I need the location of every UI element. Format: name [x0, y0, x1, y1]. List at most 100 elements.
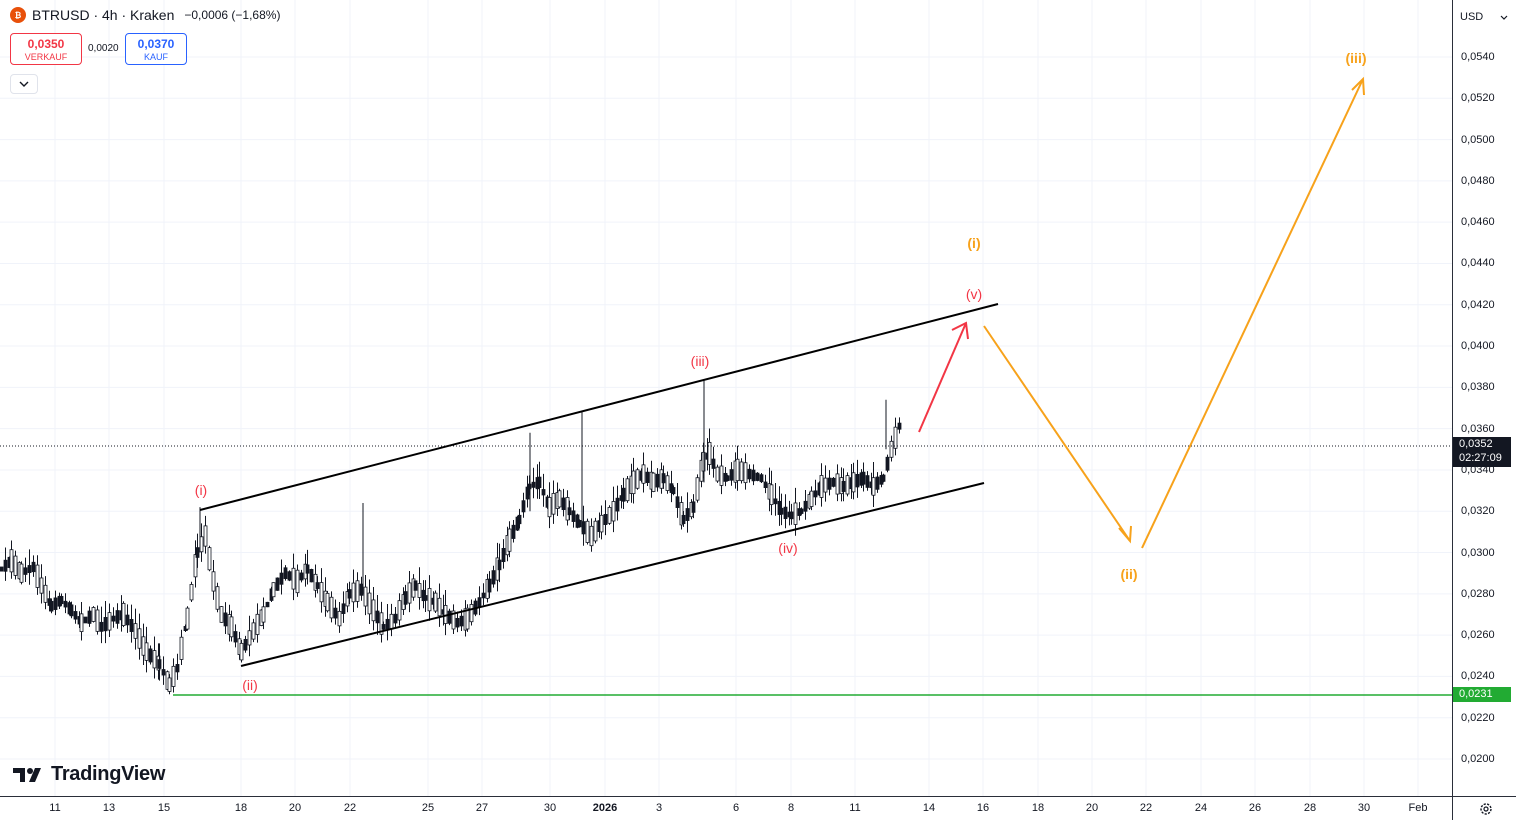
bar-countdown: 02:27:09	[1459, 452, 1502, 464]
candle-body	[803, 500, 808, 512]
time-tick-label: 8	[787, 802, 795, 814]
candle-body	[599, 514, 604, 533]
candle-body	[351, 582, 356, 603]
time-axis[interactable]: 11 13 15 18 20 22 25 27 30 2026 3 6 8 11 14 16 18 20 22 24 2…	[0, 796, 1452, 820]
price-tick-label: 0,0420	[1461, 298, 1495, 311]
candle-body	[735, 458, 740, 482]
candle-body	[611, 501, 616, 522]
candle-body	[63, 600, 68, 608]
currency-selector[interactable]: USD	[1456, 7, 1512, 27]
candle-body	[99, 621, 104, 632]
candle-body	[707, 441, 712, 465]
wave-label-red-iv: (iv)	[778, 540, 797, 556]
candle-body	[315, 582, 320, 589]
collapse-toggle-button[interactable]	[10, 74, 38, 94]
candle-body	[665, 475, 670, 491]
chart-settings-corner[interactable]	[1452, 796, 1516, 820]
price-axis[interactable]: 0,0540 0,0520 0,0500 0,0480 0,0460 0,0440 0,04…	[1452, 0, 1516, 796]
candle-body	[115, 610, 120, 624]
candle-body	[695, 477, 700, 501]
sell-button[interactable]: 0,0350 VERKAUF	[10, 33, 82, 65]
symbol-header[interactable]: ₿ BTRUSD · 4h · Kraken −0,0006 (−1,68%)	[10, 7, 280, 23]
candle-body	[137, 628, 142, 649]
candle-body	[175, 664, 180, 673]
candle-body	[103, 617, 108, 632]
price-tick-label: 0,0480	[1461, 174, 1495, 187]
time-tick-label: 22	[343, 802, 357, 814]
candle-body	[375, 610, 380, 624]
channel-lower-line[interactable]	[240, 482, 985, 667]
wave-iii-projection-arrow[interactable]	[1141, 76, 1365, 549]
chevron-down-icon	[1500, 15, 1508, 20]
candle-body	[469, 604, 474, 623]
candle-body	[561, 497, 566, 511]
candle-body	[861, 471, 866, 485]
candle-body	[91, 607, 96, 622]
wave-ii-projection-arrow[interactable]	[983, 325, 1132, 544]
time-tick-label: 26	[1248, 802, 1262, 814]
candle-body	[751, 469, 756, 482]
candle-body	[511, 524, 516, 539]
channel-upper-line[interactable]	[199, 303, 999, 511]
symbol-title[interactable]: BTRUSD · 4h · Kraken	[32, 7, 175, 23]
candle-body	[841, 480, 846, 492]
candle-body	[719, 465, 724, 486]
candle-body	[247, 630, 252, 646]
time-tick-label: 15	[157, 802, 171, 814]
buy-button[interactable]: 0,0370 KAUF	[125, 33, 187, 65]
candle-body	[747, 468, 752, 480]
chart-pane[interactable]: (i) (ii) (iii) (iv) (v) (i) (ii) (iii) ₿…	[0, 0, 1452, 796]
candle-body	[547, 497, 552, 518]
kraken-logo-icon: ₿	[10, 7, 26, 23]
candle-body	[215, 586, 220, 610]
time-tick-label: 25	[421, 802, 435, 814]
candle-body	[341, 603, 346, 614]
candle-body	[603, 513, 608, 525]
price-chart[interactable]: (i) (ii) (iii) (iv) (v) (i) (ii) (iii)	[0, 0, 1452, 796]
candle-body	[517, 514, 522, 525]
candle-body	[152, 650, 157, 669]
candle-body	[211, 571, 216, 592]
candle-body	[897, 422, 902, 430]
candle-body	[691, 501, 696, 513]
sell-price: 0,0350	[27, 37, 65, 51]
wave-v-projection-arrow[interactable]	[918, 321, 969, 433]
candle-body	[711, 458, 716, 469]
price-tick-label: 0,0440	[1461, 257, 1495, 270]
candle-body	[759, 474, 764, 483]
wave-label-red-ii: (ii)	[242, 677, 258, 693]
candle-body	[35, 564, 40, 588]
candle-body	[819, 475, 824, 498]
candle-body	[521, 500, 526, 513]
candle-body	[223, 612, 228, 627]
candle-body	[161, 669, 166, 676]
candle-body	[851, 472, 856, 493]
wave-label-red-iii: (iii)	[691, 353, 710, 369]
time-tick-label: 18	[1031, 802, 1045, 814]
candle-body	[881, 474, 886, 482]
candle-body	[207, 547, 212, 571]
candle-body	[893, 426, 898, 449]
candle-body	[243, 638, 248, 651]
time-tick-label: 6	[732, 802, 740, 814]
candle-body	[157, 659, 162, 669]
candle-body	[9, 549, 14, 573]
time-tick-label: 22	[1139, 802, 1153, 814]
price-tick-label: 0,0260	[1461, 629, 1495, 642]
candle-body	[393, 613, 398, 624]
spread-value: 0,0020	[88, 43, 119, 54]
candle-body	[189, 584, 194, 601]
candle-body	[95, 609, 100, 632]
candle-body	[641, 464, 646, 484]
price-tick-label: 0,0500	[1461, 133, 1495, 146]
wave-label-orange-i: (i)	[967, 235, 980, 251]
price-tick-label: 0,0380	[1461, 381, 1495, 394]
candle-body	[465, 607, 470, 630]
candle-body	[355, 580, 360, 602]
tradingview-logo[interactable]: TradingView	[13, 763, 165, 786]
time-tick-label: 11	[49, 802, 61, 814]
gear-icon[interactable]	[1479, 802, 1493, 816]
price-tick-label: 0,0320	[1461, 505, 1495, 518]
price-tick-label: 0,0300	[1461, 546, 1495, 559]
price-tick-label: 0,0240	[1461, 670, 1495, 683]
